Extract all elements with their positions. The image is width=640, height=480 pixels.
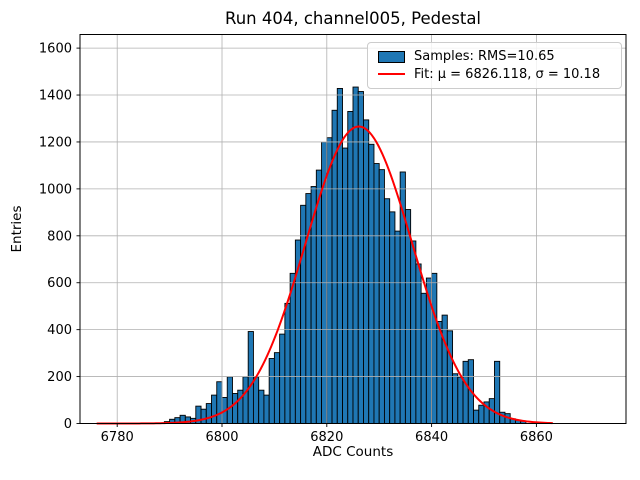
histogram-bar bbox=[211, 394, 218, 424]
y-axis-label: Entries bbox=[9, 205, 25, 253]
axes-spines bbox=[79, 34, 627, 424]
y-tick-label: 1400 bbox=[39, 89, 72, 104]
legend: Samples: RMS=10.65 Fit: μ = 6826.118, σ … bbox=[367, 42, 622, 89]
histogram-bar bbox=[252, 376, 260, 424]
histogram-bar bbox=[226, 376, 233, 424]
histogram-bar bbox=[373, 163, 380, 424]
histogram-bar bbox=[457, 376, 464, 424]
histogram-bar bbox=[352, 86, 359, 424]
histogram-bar bbox=[441, 314, 448, 424]
histogram-bar bbox=[342, 147, 349, 424]
legend-fit-label: Fit: μ = 6826.118, σ = 10.18 bbox=[414, 66, 601, 82]
histogram-bar bbox=[232, 393, 239, 424]
histogram-bar bbox=[263, 394, 270, 424]
histogram-bar bbox=[368, 143, 375, 424]
histogram-bar bbox=[378, 169, 385, 424]
histogram-bar bbox=[404, 209, 412, 424]
histogram-bar bbox=[462, 360, 469, 424]
y-tick-label: 800 bbox=[47, 229, 72, 244]
histogram-bars bbox=[163, 86, 527, 424]
x-tick-label: 6780 bbox=[101, 430, 134, 445]
histogram-bar bbox=[357, 91, 364, 424]
fit-line-swatch-icon bbox=[377, 73, 405, 76]
histogram-bar bbox=[452, 373, 459, 424]
y-tick-label: 1200 bbox=[39, 135, 72, 150]
histogram-bar bbox=[326, 137, 333, 424]
histogram-bar bbox=[247, 331, 254, 424]
gridlines bbox=[80, 34, 626, 424]
histogram-bar bbox=[473, 409, 480, 424]
histogram-bar bbox=[279, 333, 286, 424]
histogram-bar bbox=[268, 358, 275, 424]
histogram-bar bbox=[420, 292, 427, 424]
tick-marks bbox=[76, 47, 537, 427]
histogram-bar bbox=[289, 272, 296, 424]
histogram-bar bbox=[436, 320, 443, 424]
histogram-bar bbox=[394, 230, 401, 424]
y-tick-label: 0 bbox=[64, 417, 72, 432]
histogram-bar bbox=[389, 211, 396, 424]
histogram-bar bbox=[410, 240, 417, 424]
x-axis-label: ADC Counts bbox=[312, 444, 394, 460]
x-tick-label: 6800 bbox=[205, 430, 238, 445]
legend-samples-label: Samples: RMS=10.65 bbox=[414, 49, 555, 65]
histogram-bar bbox=[216, 381, 223, 424]
histogram-bar bbox=[446, 330, 454, 424]
histogram-bar bbox=[336, 88, 343, 424]
histogram-bar bbox=[383, 198, 391, 424]
histogram-bar bbox=[258, 389, 265, 424]
histogram-bar bbox=[200, 408, 207, 424]
tick-labels: 6780 6800 6820 6840 6860 0 200 400 600 800 1000 120… bbox=[39, 42, 553, 445]
legend-entry-fit: Fit: μ = 6826.118, σ = 10.18 bbox=[377, 66, 611, 84]
histogram-bar bbox=[242, 376, 249, 424]
y-tick-label: 400 bbox=[47, 323, 72, 338]
x-tick-label: 6840 bbox=[415, 430, 448, 445]
fit-curve bbox=[96, 125, 554, 425]
legend-entry-samples: Samples: RMS=10.65 bbox=[377, 48, 611, 66]
histogram-bar bbox=[205, 403, 212, 424]
y-tick-label: 200 bbox=[47, 370, 72, 385]
x-tick-label: 6820 bbox=[310, 430, 343, 445]
histogram-bar bbox=[300, 204, 307, 424]
histogram-bar bbox=[363, 119, 370, 424]
histogram-bar bbox=[273, 352, 281, 424]
histogram-bar bbox=[284, 302, 291, 424]
chart-title: Run 404, channel005, Pedestal bbox=[224, 9, 482, 28]
y-tick-label: 1600 bbox=[39, 42, 72, 57]
histogram-bar bbox=[478, 404, 485, 424]
y-tick-label: 600 bbox=[47, 276, 72, 291]
histogram-bar bbox=[415, 263, 422, 424]
histogram-swatch-icon bbox=[377, 50, 405, 63]
x-tick-label: 6860 bbox=[520, 430, 553, 445]
y-tick-label: 1000 bbox=[39, 182, 72, 197]
histogram-bar bbox=[431, 272, 438, 424]
